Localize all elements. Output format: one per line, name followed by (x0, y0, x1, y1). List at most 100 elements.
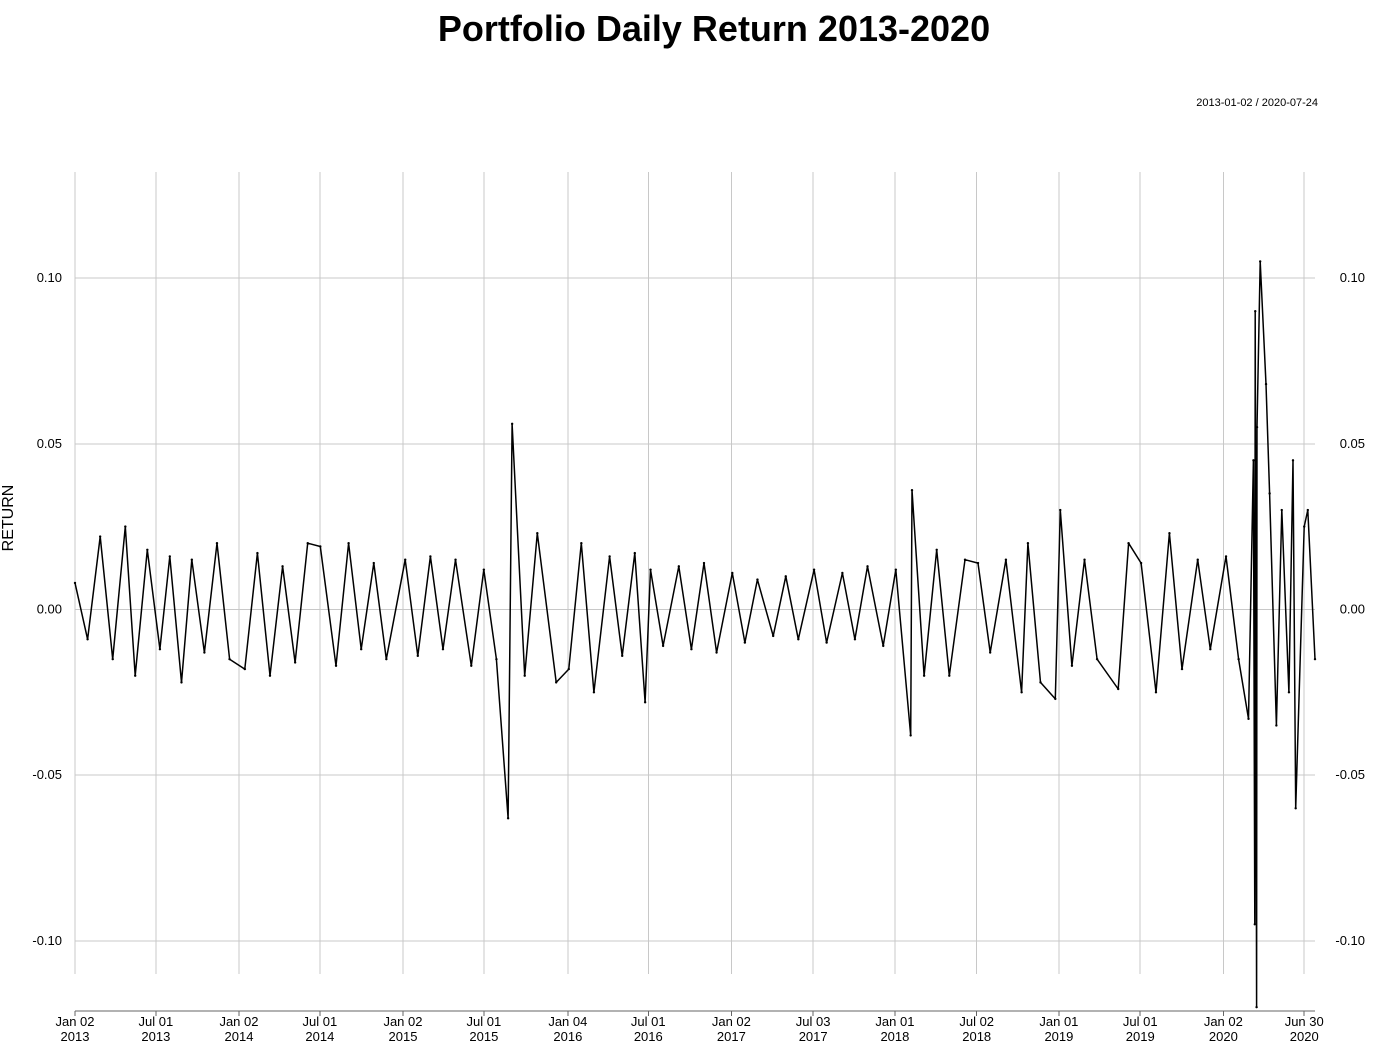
return-data-point (482, 568, 486, 571)
return-data-point (621, 654, 624, 658)
return-data-point (1127, 541, 1130, 545)
x-tick-label: Jan 01 (1039, 1014, 1078, 1029)
return-data-point (1252, 459, 1255, 462)
y-axis-title: RETURN (0, 485, 17, 552)
return-data-point (86, 638, 89, 641)
return-data-point (756, 578, 759, 581)
return-data-point (1247, 717, 1250, 721)
return-data-point (825, 641, 828, 644)
return-data-point (1139, 561, 1143, 565)
x-tick-label: Jul 01 (303, 1014, 338, 1029)
y-tick-label-left: 0.00 (37, 601, 62, 616)
x-tick-year: 2014 (305, 1029, 334, 1044)
return-data-point (454, 558, 457, 561)
return-data-point (281, 565, 284, 568)
x-tick-year: 2017 (799, 1029, 828, 1044)
return-data-point (372, 561, 375, 565)
return-data-point (866, 565, 869, 568)
x-tick-label: Jan 02 (55, 1014, 94, 1029)
return-data-point (853, 638, 857, 641)
return-data-point (1268, 492, 1271, 495)
return-data-point (306, 541, 309, 545)
x-tick-year: 2015 (469, 1029, 498, 1044)
return-data-point (797, 638, 800, 641)
return-data-point (882, 644, 885, 648)
x-tick-label: Jul 01 (466, 1014, 501, 1029)
return-data-point (661, 644, 665, 648)
y-tick-label-left: 0.05 (37, 436, 62, 451)
x-tick-label: Jul 01 (139, 1014, 174, 1029)
return-data-point (1168, 532, 1171, 535)
return-data-point (910, 488, 914, 492)
return-data-point (784, 575, 787, 578)
x-tick-year: 2018 (962, 1029, 991, 1044)
return-data-point (743, 641, 747, 644)
return-data-point (948, 674, 951, 677)
return-data-point (215, 541, 219, 545)
y-tick-label-right: 0.05 (1340, 436, 1365, 451)
return-data-point (1258, 260, 1262, 263)
return-data-point (643, 701, 647, 704)
return-data-point (319, 545, 322, 548)
return-data-point (506, 817, 510, 820)
return-data-point (1004, 558, 1008, 561)
return-data-point (334, 664, 338, 667)
return-data-point (1039, 681, 1042, 684)
return-data-point (567, 667, 570, 671)
return-data-point (1059, 508, 1062, 512)
x-tick-label: Jun 30 (1285, 1014, 1324, 1029)
return-data-point (495, 657, 498, 661)
return-data-point (554, 681, 558, 684)
x-tick-year: 2020 (1209, 1029, 1238, 1044)
x-tick-year: 2015 (389, 1029, 418, 1044)
x-tick-label: Jul 03 (796, 1014, 831, 1029)
return-data-point (404, 558, 407, 561)
y-tick-label-right: -0.10 (1335, 933, 1365, 948)
return-data-point (715, 651, 718, 654)
return-data-point (935, 548, 938, 552)
return-data-point (1095, 657, 1099, 661)
return-data-point (702, 561, 706, 565)
return-data-point (633, 551, 636, 555)
return-data-point (1275, 724, 1278, 727)
x-tick-year: 2019 (1044, 1029, 1073, 1044)
return-data-point (293, 661, 297, 664)
return-data-point (771, 634, 775, 638)
x-tick-year: 2013 (141, 1029, 170, 1044)
return-data-point (731, 571, 734, 575)
x-tick-year: 2016 (553, 1029, 582, 1044)
return-data-point (146, 548, 149, 552)
return-data-point (124, 525, 127, 528)
return-data-point (1253, 923, 1256, 926)
return-series-line (74, 260, 1316, 1008)
return-data-point (1083, 558, 1086, 561)
return-data-point (1117, 687, 1120, 691)
return-data-point (894, 568, 898, 571)
return-data-point (909, 734, 912, 737)
return-data-point (536, 532, 539, 535)
y-tick-label-left: -0.10 (32, 933, 62, 948)
return-data-point (1313, 657, 1317, 661)
return-data-point (359, 648, 363, 651)
x-tick-year: 2019 (1126, 1029, 1155, 1044)
x-tick-label: Jan 02 (1204, 1014, 1243, 1029)
return-data-point (190, 558, 194, 561)
return-data-point (1154, 691, 1158, 694)
return-data-point (1280, 508, 1283, 512)
x-tick-label: Jan 02 (712, 1014, 751, 1029)
return-data-point (580, 541, 583, 545)
return-data-point (690, 648, 693, 651)
return-data-point (470, 664, 473, 667)
return-data-point (1255, 1005, 1258, 1009)
x-tick-year: 2014 (225, 1029, 254, 1044)
return-data-point (1294, 807, 1297, 810)
return-data-point (1264, 382, 1268, 386)
x-tick-label: Jan 01 (875, 1014, 914, 1029)
x-tick-year: 2013 (61, 1029, 90, 1044)
y-tick-label-right: 0.00 (1340, 601, 1365, 616)
horizontal-gridlines (75, 277, 1315, 942)
x-tick-label: Jan 02 (219, 1014, 258, 1029)
return-data-point (168, 555, 171, 558)
return-data-point (1303, 525, 1306, 528)
